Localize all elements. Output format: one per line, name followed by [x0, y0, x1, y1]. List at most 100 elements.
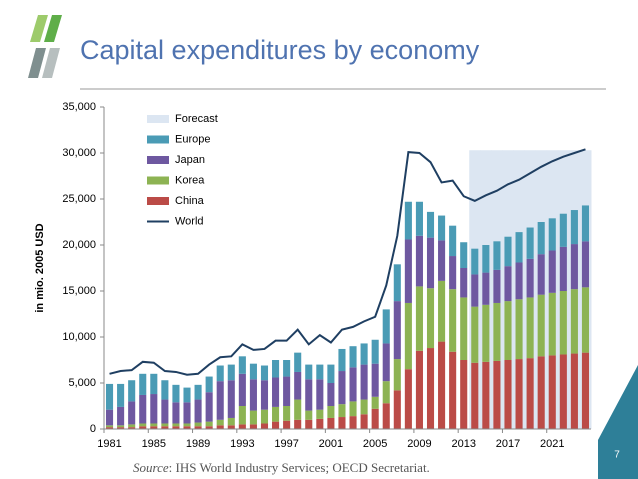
- bar-segment: [238, 356, 246, 374]
- bar-segment: [438, 341, 446, 429]
- bar-segment: [460, 297, 468, 360]
- bar-segment: [161, 380, 169, 400]
- bar-segment: [471, 306, 479, 363]
- bar-segment: [426, 211, 435, 238]
- bar-segment: [371, 408, 379, 429]
- bar-segment: [371, 396, 379, 409]
- bar-segment: [548, 218, 556, 251]
- bar-segment: [504, 360, 512, 429]
- bar-segment: [283, 420, 291, 429]
- bar-segment: [404, 201, 412, 240]
- y-tick-label: 10,000: [62, 331, 96, 343]
- source-label: Source: [133, 460, 169, 475]
- bar-segment: [260, 409, 269, 424]
- x-tick-label: 1989: [186, 438, 210, 450]
- bar-segment: [537, 222, 545, 255]
- legend-label: Korea: [175, 174, 205, 186]
- bar-segment: [426, 288, 435, 349]
- bar-segment: [460, 360, 468, 429]
- bar-segment: [493, 302, 501, 361]
- bar-segment: [471, 274, 479, 307]
- x-tick-label: 1981: [97, 438, 121, 450]
- bar-segment: [227, 380, 235, 418]
- x-tick-label: 2009: [407, 438, 431, 450]
- bar-segment: [504, 236, 512, 267]
- bar-segment: [272, 360, 280, 378]
- bar-segment: [537, 254, 545, 295]
- bar-segment: [150, 373, 158, 395]
- bar-segment: [194, 422, 202, 427]
- bar-segment: [283, 360, 291, 377]
- bar-segment: [482, 304, 490, 362]
- bar-segment: [559, 246, 567, 291]
- y-tick-label: 30,000: [62, 147, 96, 159]
- bar-segment: [548, 250, 556, 293]
- bar-segment: [581, 205, 590, 242]
- source: Source: IHS World Industry Services; OEC…: [133, 460, 430, 475]
- bar-segment: [238, 406, 246, 425]
- bar-segment: [404, 239, 412, 303]
- bar-segment: [382, 403, 390, 429]
- bar-segment: [526, 227, 534, 259]
- bar-segment: [438, 240, 446, 281]
- bar-segment: [105, 425, 114, 428]
- bar-segment: [139, 373, 147, 395]
- bar-segment: [559, 291, 567, 355]
- bar-segment: [150, 426, 158, 429]
- bar-segment: [216, 365, 224, 382]
- bar-segment: [205, 376, 213, 393]
- bar-segment: [382, 309, 390, 344]
- bar-segment: [360, 414, 368, 429]
- bar-segment: [117, 406, 125, 426]
- bar-segment: [105, 383, 114, 410]
- bar-segment: [194, 399, 202, 423]
- bar-segment: [316, 364, 324, 380]
- legend-swatch: [147, 176, 169, 185]
- bar-segment: [205, 392, 213, 422]
- bar-segment: [249, 424, 257, 429]
- bar-segment: [460, 242, 468, 268]
- bar-segment: [105, 427, 114, 429]
- bar-segment: [172, 402, 180, 424]
- bar-segment: [349, 346, 357, 368]
- bar-segment: [327, 406, 335, 418]
- legend-swatch: [147, 135, 169, 144]
- bar-segment: [205, 426, 213, 429]
- bar-segment: [150, 394, 158, 424]
- x-tick-label: 2013: [451, 438, 475, 450]
- bar-segment: [294, 419, 302, 429]
- bar-segment: [360, 343, 368, 365]
- bar-segment: [548, 355, 556, 429]
- bar-segment: [460, 268, 468, 298]
- bar-segment: [117, 427, 125, 429]
- bar-segment: [426, 237, 435, 289]
- bar-segment: [117, 383, 125, 407]
- bar-segment: [260, 380, 269, 410]
- source-text: : IHS World Industry Services; OECD Secr…: [169, 460, 430, 475]
- bar-segment: [205, 421, 213, 427]
- bar-segment: [194, 384, 202, 400]
- bar-segment: [537, 294, 545, 357]
- bar-segment: [272, 406, 280, 422]
- bar-segment: [283, 376, 291, 406]
- bar-segment: [216, 425, 224, 429]
- bar-segment: [316, 379, 324, 410]
- bar-segment: [559, 213, 567, 247]
- bar-segment: [161, 426, 169, 429]
- bar-segment: [404, 369, 412, 429]
- bar-segment: [393, 390, 401, 429]
- bar-segment: [570, 210, 578, 245]
- x-tick-label: 2017: [496, 438, 520, 450]
- bar-segment: [449, 289, 457, 352]
- bar-segment: [227, 417, 235, 426]
- bar-segment: [360, 399, 368, 415]
- bar-segment: [526, 358, 534, 429]
- bar-segment: [570, 244, 578, 290]
- world-line: [109, 148, 586, 376]
- bar-segment: [426, 348, 435, 429]
- bar-segment: [371, 363, 379, 397]
- bar-segment: [260, 365, 269, 381]
- bar-segment: [305, 364, 313, 380]
- bar-segment: [161, 423, 169, 427]
